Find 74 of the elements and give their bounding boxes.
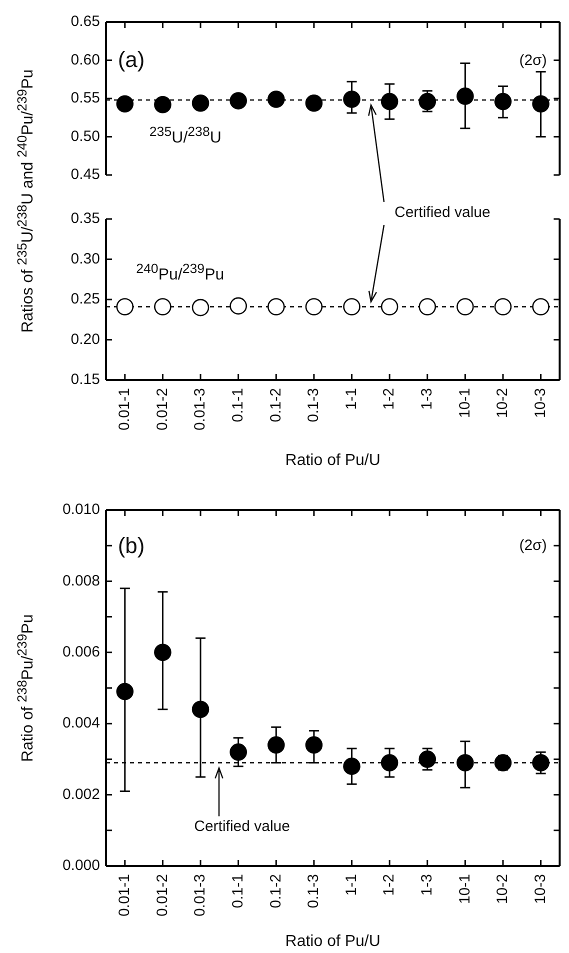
y-tick-label: 0.25 — [70, 290, 100, 308]
point — [192, 94, 210, 112]
annotation: Certified value — [194, 818, 290, 836]
x-tick-label: 0.01-3 — [192, 874, 209, 917]
y-tick-label: 0.55 — [70, 90, 100, 107]
y-tick-label: 0.20 — [70, 330, 100, 348]
point — [192, 700, 210, 718]
x-tick-label: 1-2 — [380, 874, 398, 896]
point — [380, 92, 398, 110]
point — [230, 743, 247, 761]
x-tick-label: 1-1 — [342, 874, 360, 896]
x-tick-label: 10-2 — [494, 388, 512, 418]
point — [343, 758, 360, 775]
y-tick-label: 0.50 — [70, 128, 100, 145]
point — [532, 95, 550, 113]
y-tick-label: 0.008 — [62, 572, 100, 590]
x-tick-label: 0.1-1 — [229, 874, 246, 908]
y-tick-label: 0.15 — [70, 371, 100, 388]
annotation: (2σ) — [519, 537, 547, 554]
series-label: $^{240}$Pu/$^{239}$Pu — [136, 261, 224, 285]
x-tick-label: 10-2 — [494, 874, 512, 904]
x-tick-label: 0.01-3 — [192, 388, 209, 431]
point — [154, 96, 172, 114]
point — [418, 750, 436, 768]
x-tick-label: 0.1-2 — [267, 874, 284, 908]
x-tick-label: 0.01-1 — [116, 874, 134, 917]
point — [305, 736, 323, 754]
point — [418, 92, 436, 110]
point — [267, 90, 285, 108]
x-tick-label: 1-1 — [342, 388, 360, 410]
point — [380, 754, 398, 772]
point — [494, 754, 512, 772]
y-tick-label: 0.002 — [62, 786, 100, 803]
y-tick-label: 0.60 — [70, 51, 100, 68]
x-axis-title: Ratio of Pu/U — [285, 452, 380, 469]
point — [116, 682, 134, 700]
x-tick-label: 10-1 — [456, 874, 474, 904]
x-tick-label: 0.1-3 — [305, 874, 322, 908]
x-tick-label: 0.1-2 — [267, 388, 284, 422]
point — [267, 736, 285, 754]
y-tick-label: 0.45 — [70, 166, 100, 184]
point — [116, 95, 134, 113]
x-tick-label: 10-3 — [532, 874, 549, 904]
point — [456, 88, 474, 105]
y-tick-label: 0.30 — [70, 250, 100, 268]
point — [456, 754, 474, 772]
y-tick-label: 0.65 — [70, 13, 100, 30]
x-tick-label: 0.1-3 — [305, 388, 322, 422]
annotation: (b) — [118, 532, 145, 559]
x-tick-label: 0.1-1 — [229, 388, 246, 422]
point — [343, 90, 360, 108]
y-tick-label: 0.006 — [62, 644, 100, 661]
x-tick-label: 1-3 — [418, 388, 436, 410]
x-tick-label: 0.01-2 — [154, 874, 171, 917]
point — [532, 754, 550, 772]
series-label: $^{235}$U/$^{238}$U — [149, 124, 222, 148]
x-tick-label: 0.01-2 — [154, 388, 171, 431]
x-tick-label: 1-2 — [380, 388, 398, 410]
annotation: Certified value — [394, 204, 490, 222]
annotation: (2σ) — [519, 52, 547, 69]
y-tick-label: 0.000 — [62, 857, 100, 874]
x-tick-label: 0.01-1 — [116, 388, 134, 431]
point — [230, 92, 247, 110]
x-tick-label: 1-3 — [418, 874, 436, 896]
y-tick-label: 0.004 — [62, 714, 100, 732]
point — [305, 94, 323, 112]
annotation: (a) — [118, 47, 145, 74]
x-tick-label: 10-3 — [532, 388, 549, 418]
point — [494, 92, 512, 110]
x-tick-label: 10-1 — [456, 388, 474, 418]
x-axis-title: Ratio of Pu/U — [285, 932, 380, 950]
y-tick-label: 0.010 — [62, 501, 100, 518]
y-tick-label: 0.35 — [70, 210, 100, 228]
point — [154, 644, 172, 662]
